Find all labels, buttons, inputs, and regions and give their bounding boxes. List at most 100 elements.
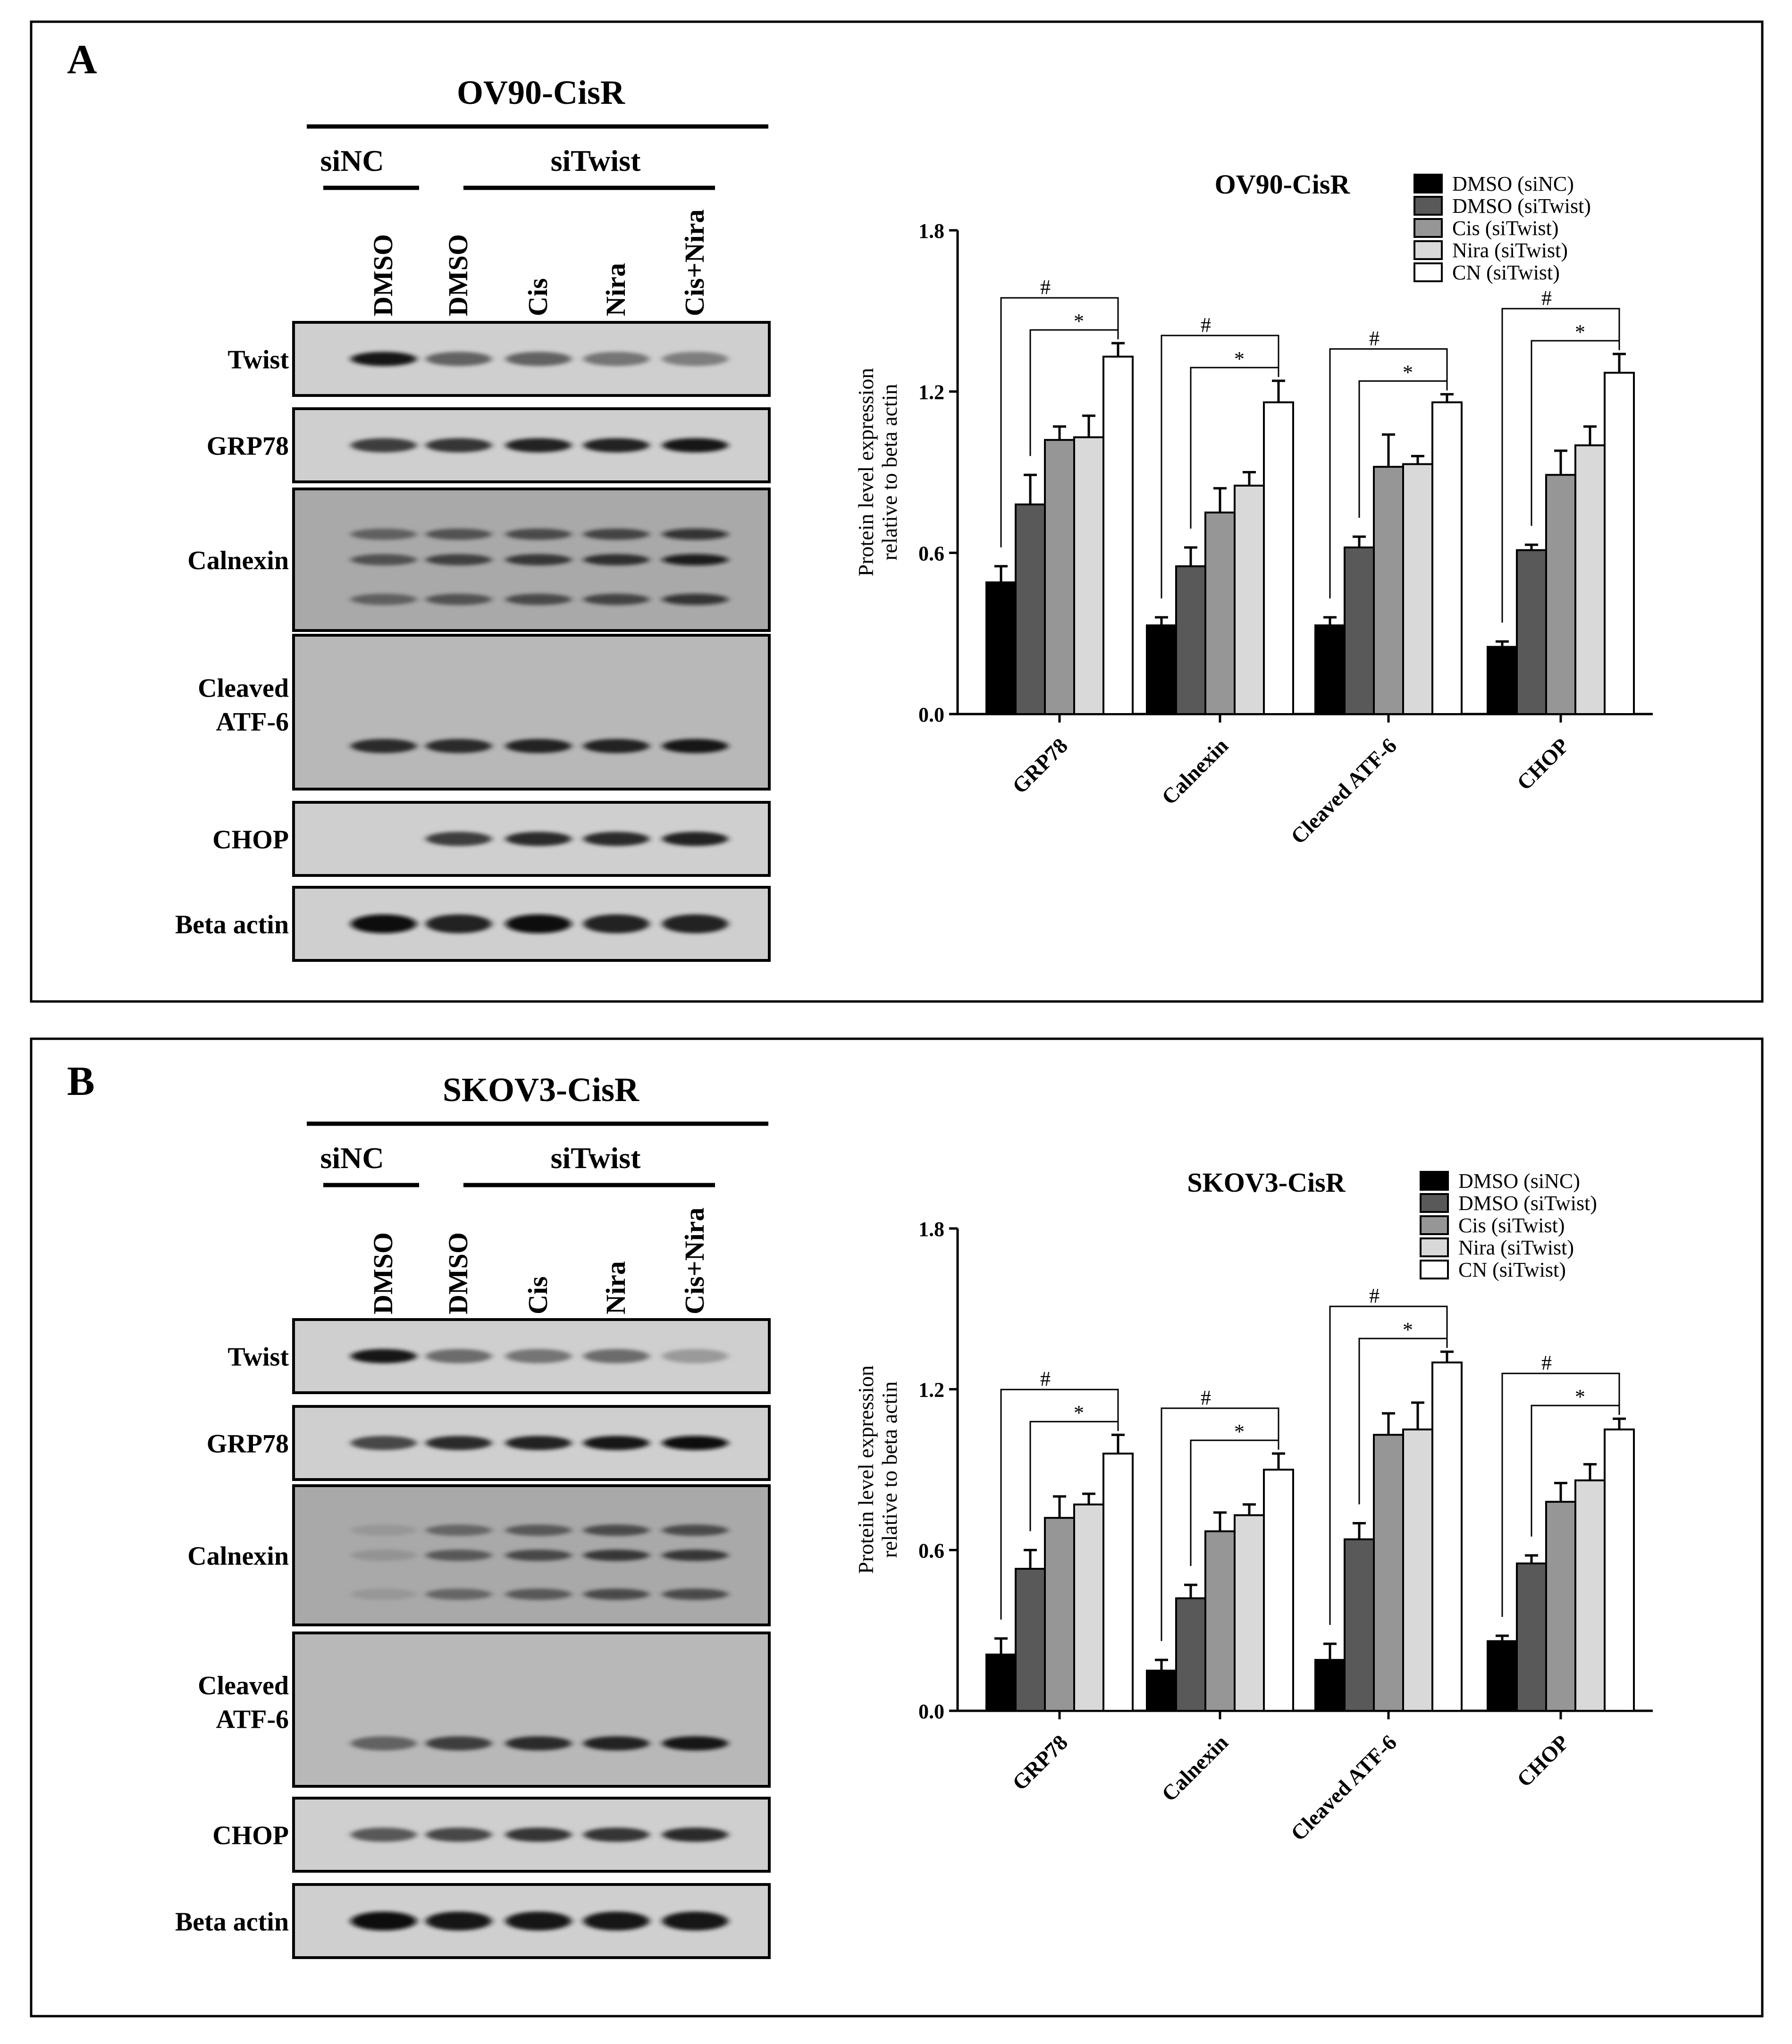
blot-cell-line-title: SKOV3-CisR xyxy=(443,1071,639,1109)
legend-swatch xyxy=(1413,218,1443,238)
group-label-sitwist: siTwist xyxy=(551,144,641,177)
blot-band xyxy=(351,1436,417,1450)
blot-row-label: Cleaved xyxy=(198,1671,289,1700)
significance-mark-inner: * xyxy=(1575,1385,1585,1408)
legend-swatch xyxy=(1420,1215,1449,1235)
blot-band xyxy=(505,832,572,846)
blot-band xyxy=(426,529,492,540)
bar xyxy=(1373,466,1404,715)
significance-bracket-outer xyxy=(1000,297,1119,547)
blot-band xyxy=(426,1549,492,1561)
blot-membrane xyxy=(292,634,771,791)
blot-band xyxy=(662,1436,728,1450)
blot-band xyxy=(662,1524,728,1536)
bar xyxy=(1234,1514,1265,1712)
bar xyxy=(1146,624,1177,715)
blot-row-label: CHOP xyxy=(212,1821,289,1851)
significance-bracket-inner xyxy=(1190,367,1279,529)
lane-label: Cis xyxy=(522,1276,553,1314)
significance-bracket-inner xyxy=(1029,1421,1118,1531)
blot-band xyxy=(426,554,492,565)
blot-row-label: Calnexin xyxy=(187,1542,289,1571)
blot-band xyxy=(426,832,492,846)
blot-band xyxy=(662,594,728,605)
blot-row: Beta actin xyxy=(175,1883,771,1959)
bar xyxy=(1175,1597,1206,1712)
blot-band xyxy=(351,1549,417,1561)
bar xyxy=(1175,565,1206,715)
blot-band xyxy=(351,352,417,366)
significance-mark-outer: # xyxy=(1369,1284,1380,1307)
blot-band xyxy=(505,1589,572,1600)
blot-row: GRP78 xyxy=(207,407,771,483)
blot-row: Calnexin xyxy=(187,1484,771,1626)
blot-band xyxy=(662,1349,728,1363)
panel-a-letter: A xyxy=(67,37,97,83)
bar xyxy=(985,1653,1017,1712)
panel-b-frame xyxy=(30,1037,1764,2018)
legend-swatch xyxy=(1420,1193,1449,1213)
significance-bracket-inner xyxy=(1190,1439,1279,1566)
bar xyxy=(1073,436,1104,715)
blot-row-label: Calnexin xyxy=(187,546,289,575)
significance-bracket-outer xyxy=(1329,1305,1448,1625)
blot-band xyxy=(662,352,728,366)
blot-band xyxy=(505,554,572,565)
bar xyxy=(1402,463,1433,715)
blot-row-label: GRP78 xyxy=(207,432,289,461)
legend-label: Cis (siTwist) xyxy=(1452,217,1559,240)
bar xyxy=(1344,546,1375,715)
significance-mark-inner: * xyxy=(1074,310,1084,333)
significance-mark-outer: # xyxy=(1369,327,1380,350)
blot-band xyxy=(426,1436,492,1450)
significance-bracket-outer xyxy=(1501,1372,1620,1617)
bar xyxy=(1204,511,1236,715)
blot-row: CHOP xyxy=(212,801,771,877)
blot-band xyxy=(351,1911,417,1931)
blot-row: Twist xyxy=(227,321,771,397)
lane-label: Nira xyxy=(600,1261,631,1314)
blot-band xyxy=(505,1549,572,1561)
blot-band xyxy=(426,438,492,453)
significance-mark-outer: # xyxy=(1541,286,1552,310)
blot-band xyxy=(505,1349,572,1363)
blot-band xyxy=(505,352,572,366)
legend-label: CN (siTwist) xyxy=(1458,1258,1566,1281)
blot-band xyxy=(505,594,572,605)
significance-mark-inner: * xyxy=(1403,1318,1413,1341)
bar xyxy=(1234,484,1265,715)
blot-band xyxy=(351,1524,417,1536)
significance-bracket-outer xyxy=(1161,1407,1279,1641)
blot-band xyxy=(583,1911,649,1931)
bar xyxy=(1102,355,1134,715)
bar xyxy=(1545,1501,1576,1712)
blot-row: Cleaved ATF-6 xyxy=(198,1632,771,1788)
blot-band xyxy=(351,1349,417,1363)
blot-membrane xyxy=(292,1632,771,1788)
significance-bracket-outer xyxy=(1501,308,1620,623)
y-axis-label-line2: relative to beta actin xyxy=(877,384,901,560)
bar xyxy=(1314,624,1346,715)
legend-label: DMSO (siTwist) xyxy=(1452,194,1591,218)
y-axis-label-line2: relative to beta actin xyxy=(877,1381,901,1558)
group-label-sinc: siNC xyxy=(320,1141,384,1175)
blot-row-label: Twist xyxy=(227,1343,289,1372)
bar xyxy=(1545,474,1576,715)
blot-band xyxy=(426,914,492,934)
bar xyxy=(1373,1434,1404,1712)
blot-band xyxy=(505,438,572,453)
significance-bracket-outer xyxy=(1329,348,1448,598)
blot-band xyxy=(426,1589,492,1600)
blot-band xyxy=(351,914,417,934)
bar xyxy=(1146,1669,1177,1712)
blot-row: Beta actin xyxy=(175,886,771,962)
significance-bracket-outer xyxy=(1161,335,1279,598)
group-label-sitwist: siTwist xyxy=(551,1141,641,1175)
bar xyxy=(1015,503,1046,715)
bar xyxy=(985,581,1017,715)
group-label-sinc: siNC xyxy=(320,144,384,177)
blot-band xyxy=(662,914,728,934)
blot-band xyxy=(505,1911,572,1931)
y-axis-label: Protein level expression xyxy=(854,368,878,576)
